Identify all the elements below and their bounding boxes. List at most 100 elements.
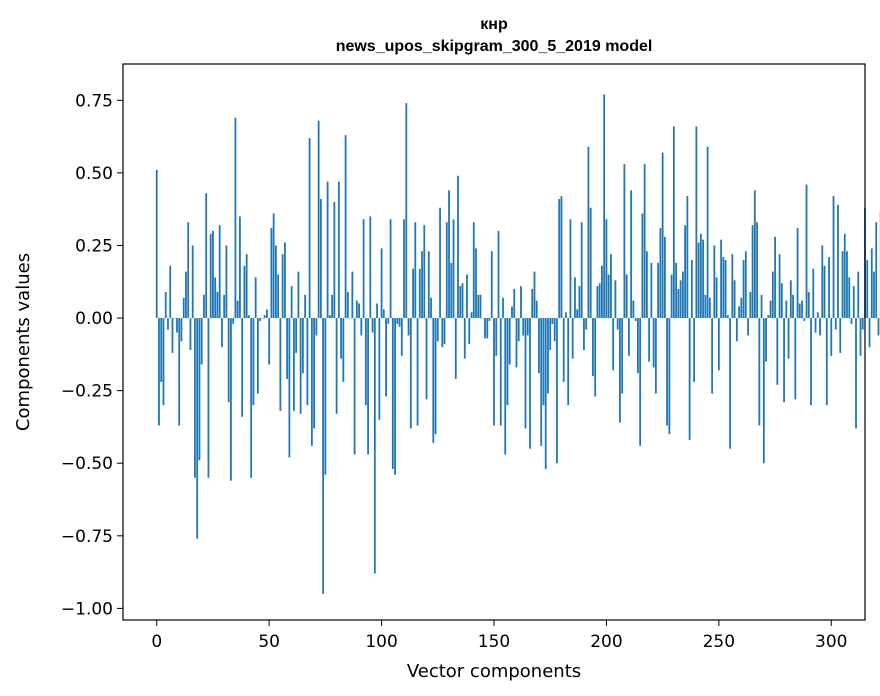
bar — [243, 265, 246, 319]
bar — [245, 254, 248, 319]
bar — [275, 245, 277, 319]
bar — [326, 181, 329, 319]
bar — [637, 318, 639, 374]
bar — [466, 274, 468, 319]
bar — [695, 126, 698, 319]
bar — [344, 135, 347, 319]
bar — [828, 257, 830, 319]
bar — [299, 318, 302, 414]
bar — [182, 297, 185, 319]
bar — [634, 318, 637, 321]
bar — [529, 318, 531, 449]
bar — [452, 219, 455, 319]
bar — [580, 222, 583, 319]
y-tick-label: −0.25 — [61, 382, 113, 402]
bar — [708, 297, 711, 319]
bar — [762, 318, 765, 464]
bar — [432, 318, 435, 443]
bar — [225, 245, 228, 319]
bar — [843, 233, 846, 319]
bar — [468, 318, 471, 345]
bar — [502, 297, 504, 319]
bar — [340, 318, 342, 359]
bar — [578, 286, 581, 319]
bar — [654, 318, 657, 394]
bar — [789, 280, 792, 319]
bar — [821, 245, 824, 319]
bar — [767, 315, 770, 319]
bar — [565, 312, 567, 319]
bar — [463, 318, 466, 359]
bar — [333, 201, 336, 319]
bar — [279, 318, 282, 411]
bar — [445, 222, 448, 319]
bar — [810, 318, 812, 406]
bar — [355, 300, 358, 319]
bar — [506, 318, 509, 406]
bar — [283, 242, 286, 319]
bar — [686, 196, 689, 319]
x-tick-label: 150 — [478, 632, 510, 652]
bar — [774, 236, 776, 319]
bar — [560, 196, 563, 319]
bar — [643, 164, 646, 319]
bar — [812, 268, 815, 319]
bar — [254, 277, 257, 319]
bar — [663, 236, 666, 319]
bar — [207, 318, 210, 478]
bar — [524, 318, 527, 429]
bar — [852, 286, 855, 319]
bar — [607, 274, 610, 319]
bar — [549, 318, 552, 350]
bar — [717, 318, 720, 371]
bar — [301, 318, 304, 374]
bar — [807, 291, 810, 319]
bar — [499, 318, 502, 426]
bar — [394, 318, 396, 475]
y-axis-label: Components values — [13, 253, 34, 431]
bar — [780, 283, 783, 319]
y-tick-label: −1.00 — [61, 599, 113, 619]
bar — [290, 286, 293, 319]
bar — [753, 190, 756, 319]
bar — [771, 271, 774, 319]
bar — [335, 318, 338, 414]
bar — [459, 286, 462, 319]
bar — [585, 318, 588, 330]
bar — [427, 251, 430, 319]
bar — [747, 318, 749, 336]
bar — [776, 318, 779, 385]
bar — [735, 318, 738, 342]
bar — [436, 318, 439, 342]
bar — [351, 271, 354, 319]
bar — [742, 259, 745, 319]
bar — [614, 280, 617, 319]
bar — [286, 318, 289, 380]
x-tick-label: 250 — [703, 632, 735, 652]
bar — [248, 315, 250, 319]
bar — [724, 259, 727, 319]
bar — [209, 233, 212, 319]
bar — [315, 318, 318, 336]
bar — [796, 228, 799, 319]
bar — [558, 199, 561, 319]
bar — [288, 318, 291, 458]
y-tick-label: 0.00 — [75, 309, 113, 329]
bar — [792, 294, 794, 319]
bar — [576, 309, 579, 319]
bar — [801, 300, 803, 319]
bar — [495, 318, 498, 356]
bar — [391, 318, 394, 470]
bar — [223, 294, 226, 319]
bar — [526, 318, 529, 336]
bar — [484, 318, 486, 339]
bar — [425, 318, 428, 400]
bar — [520, 286, 522, 319]
bar — [266, 309, 268, 319]
bar — [508, 318, 511, 365]
x-axis-ticks: 0 50 100 150 200 250 300 — [151, 620, 847, 652]
bar — [191, 245, 194, 319]
bar — [877, 318, 880, 336]
y-tick-label: 0.50 — [75, 164, 113, 184]
